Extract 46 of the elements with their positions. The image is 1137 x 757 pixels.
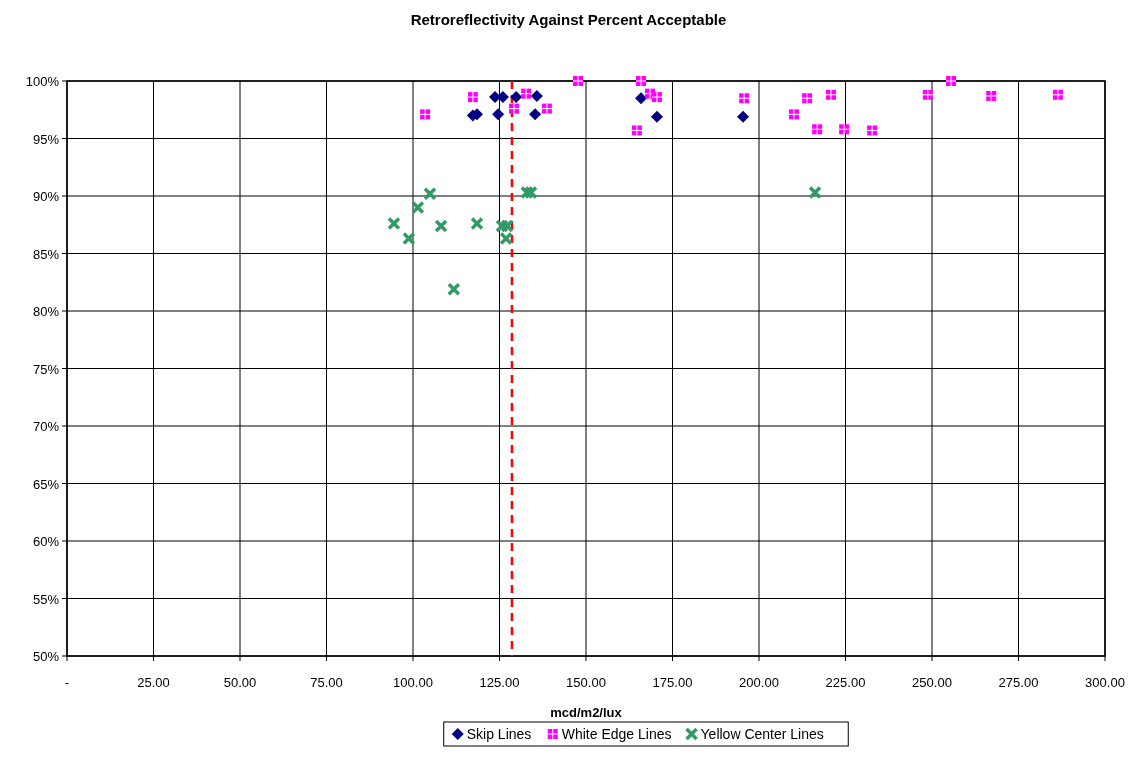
x-tick-label: 50.00 [223, 675, 257, 690]
point [737, 110, 750, 123]
x-tick-label: 100.00 [393, 675, 433, 690]
point [411, 200, 425, 215]
x-tick-label: 125.00 [479, 675, 520, 690]
y-tick-label: 65% [32, 476, 60, 492]
legend-label: Yellow Center Lines [700, 726, 824, 742]
x-tick-label: 200.00 [739, 675, 779, 690]
point [447, 282, 461, 296]
point [530, 89, 543, 102]
x-tick-label: 300.00 [1085, 675, 1125, 690]
x-tick-label: - [64, 675, 70, 690]
y-tick-label: 75% [32, 361, 60, 377]
x-tick-label: 250.00 [912, 675, 952, 690]
y-tick-label: 80% [32, 304, 60, 319]
x-tick-label: 275.00 [998, 675, 1039, 690]
point [635, 92, 648, 105]
x-axis-title: mcd/m2/lux [550, 705, 623, 720]
point [434, 219, 448, 233]
point [529, 108, 542, 121]
point [808, 185, 822, 200]
point [510, 91, 523, 104]
x-tick-label: 75.00 [310, 675, 343, 690]
y-tick-label: 60% [32, 534, 60, 549]
chart-title: Retroreflectivity Against Percent Acceptable [410, 11, 727, 28]
point [402, 231, 416, 246]
point [423, 186, 437, 201]
y-tick-label: 50% [32, 649, 60, 664]
y-tick-label: 70% [32, 419, 60, 434]
y-tick-label: 100% [25, 74, 60, 89]
point [650, 110, 663, 123]
y-tick-label: 85% [32, 246, 60, 262]
point [520, 185, 534, 200]
x-tick-label: 175.00 [652, 675, 693, 690]
x-tick-label: 225.00 [825, 675, 866, 690]
legend-label: White Edge Lines [561, 726, 672, 742]
y-tick-label: 95% [32, 131, 60, 147]
y-tick-label: 55% [32, 591, 60, 607]
x-tick-label: 150.00 [566, 675, 606, 690]
point [524, 185, 538, 200]
point [492, 108, 505, 121]
point [387, 216, 401, 231]
y-tick-label: 90% [32, 189, 60, 204]
point [470, 216, 484, 231]
legend-label: Skip Lines [466, 726, 532, 742]
x-tick-label: 25.00 [137, 675, 170, 690]
